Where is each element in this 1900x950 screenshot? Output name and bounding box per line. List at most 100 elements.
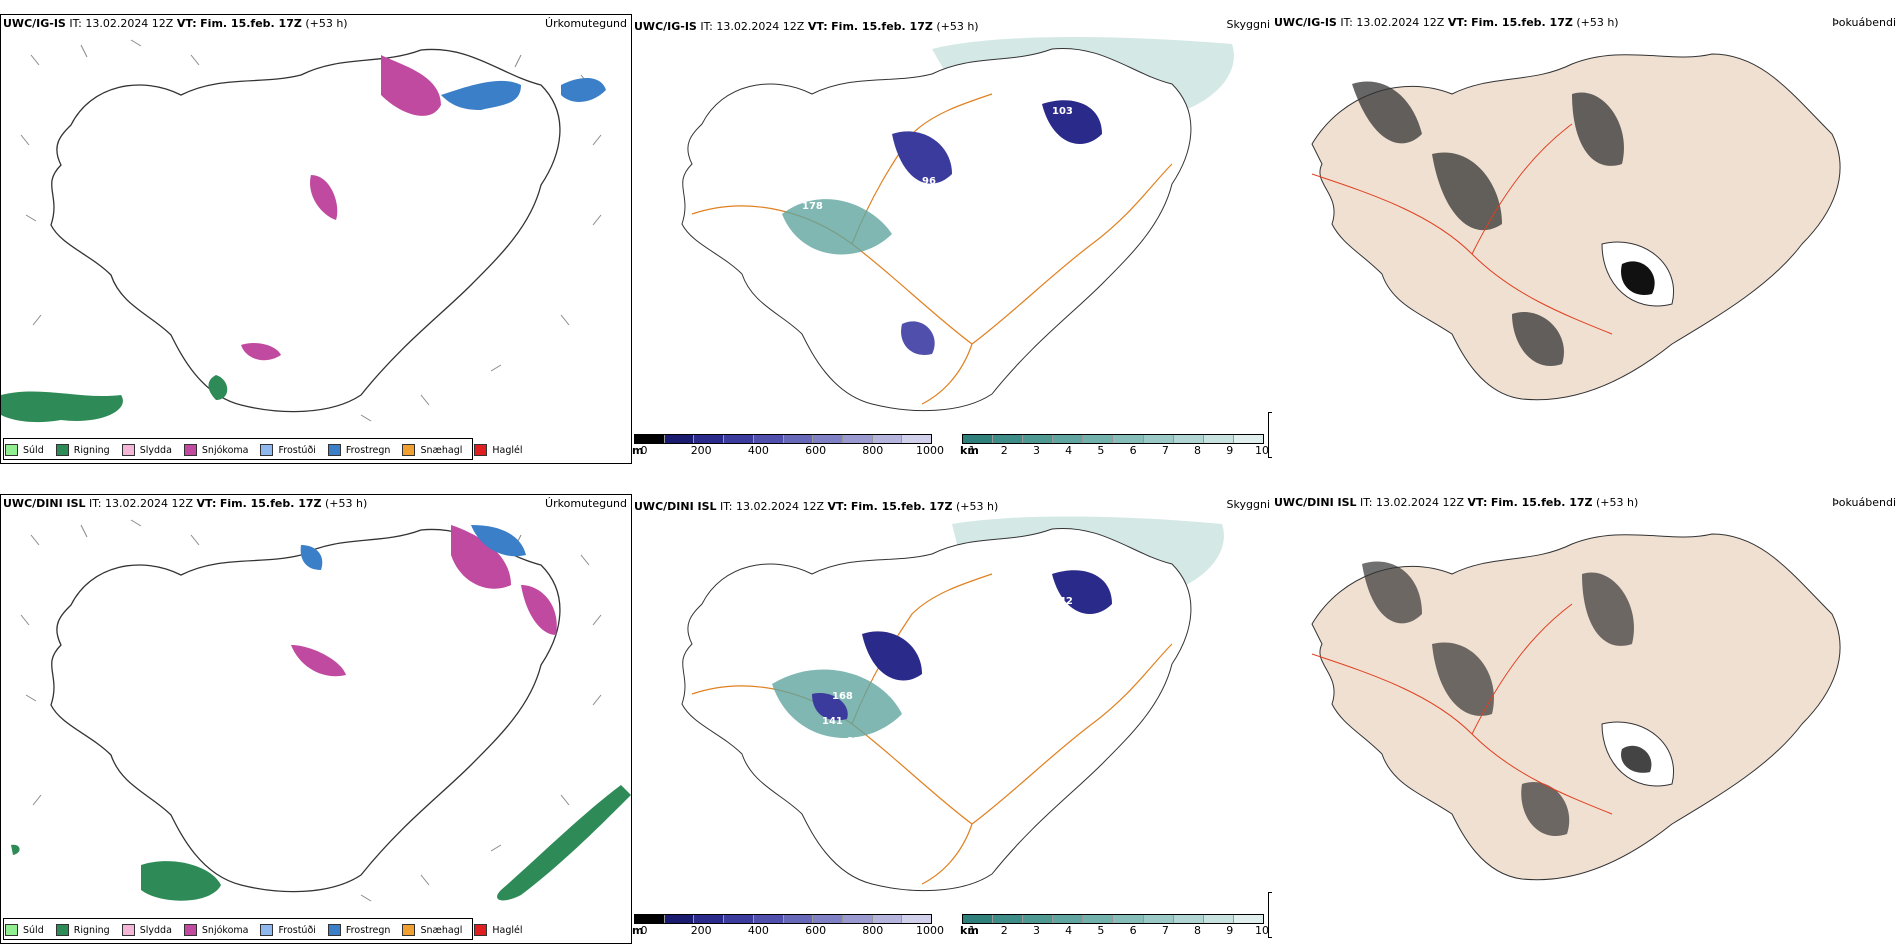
cloud-base-label: 109 (772, 571, 793, 582)
precip-legend-top: Súld Rigning Slydda Snjókoma Frostúði Frostre… (5, 444, 535, 456)
precip-title-top: Úrkomutegund (545, 17, 627, 30)
cloud-base-label: 142 (1052, 596, 1073, 607)
legend-label: Súld (23, 924, 44, 936)
colorbar-segment (724, 915, 754, 923)
precip-panel-bottom: UWC/DINI ISL IT: 13.02.2024 12Z VT: Fim.… (0, 494, 632, 944)
wind-barbs-bottom (20, 519, 602, 902)
cloud-base-label: 150 (847, 736, 868, 747)
precip-legend-item: Súld (5, 924, 44, 936)
cloud-title-bottom: Skyggni (1226, 498, 1270, 511)
fog-title-bottom: Þokuábendi (1832, 496, 1896, 509)
colorbar-segment (872, 435, 903, 443)
legend-swatch (55, 924, 69, 936)
cloud-panel-bottom: 109 315 142 99 168 141 150 73 111 Skyggni m 0 200 4… (632, 494, 1326, 944)
colorbar-tick-label: 7 (1161, 444, 1169, 457)
precip-legend-item: Snæhagl (402, 924, 462, 936)
colorbar-tick-label: 5 (1097, 444, 1105, 457)
colorbar-segment (1143, 915, 1174, 923)
legend-label: Snæhagl (420, 924, 463, 936)
visibility-colorbar-bottom (962, 914, 1264, 924)
legend-label: Frostregn (345, 924, 391, 936)
colorbar-tick-label: 2 (1000, 924, 1008, 937)
row1-precip-header: UWC/DINI ISL IT: 13.02.2024 12Z VT: Fim.… (3, 497, 368, 510)
row0-precip-header: UWC/IG-IS IT: 13.02.2024 12Z VT: Fim. 15… (3, 17, 348, 30)
colorbar-segment (753, 435, 784, 443)
precip-legend-item: Frostregn (327, 924, 391, 936)
colorbar-tick-label: 5 (1097, 924, 1105, 937)
colorbar-segment (902, 435, 932, 443)
colorbar-segment (993, 435, 1024, 443)
colorbar-tick-label: 7 (1161, 924, 1169, 937)
fog-dark-areas-bottom (1362, 561, 1634, 836)
cloud-base-label: 240 (1102, 81, 1123, 92)
fog-dark-areas-top (1352, 81, 1624, 366)
cloud-base-label: 131 (782, 91, 803, 102)
colorbar-segment (872, 915, 903, 923)
colorbar-tick-label: 6 (1129, 924, 1137, 937)
colorbar-tick-label: 600 (805, 444, 827, 457)
row1-fog-header: UWC/DINI ISL IT: 13.02.2024 12Z VT: Fim.… (1274, 496, 1639, 509)
cloud-labels-bottom: 109 315 142 99 168 141 150 73 111 (772, 571, 1133, 747)
colorbar-tick-label: 3 (1032, 444, 1040, 457)
cloud-map-top: 240 115 103 96 273 178 131 283 (681, 37, 1234, 412)
legend-swatch (474, 444, 488, 456)
colorbar-tick-label: 9 (1226, 444, 1234, 457)
fog-title-top: Þokuábendi (1832, 16, 1896, 29)
cloud-labels-top: 240 115 103 96 273 178 131 283 (782, 81, 1153, 212)
cloud-panel-top: 240 115 103 96 273 178 131 283 Skyggni m 0 200 400… (632, 14, 1326, 464)
legend-swatch (327, 924, 341, 936)
colorbar-segment (1173, 435, 1204, 443)
legend-swatch (55, 444, 69, 456)
legend-swatch (183, 924, 197, 936)
precip-legend-item: Slydda (121, 924, 172, 936)
precip-legend-item: Frostúði (260, 924, 316, 936)
colorbar-segment (963, 915, 994, 923)
precip-legend-item: Rigning (55, 924, 110, 936)
colorbar-segment (635, 915, 665, 923)
iceland-outline-top (50, 48, 561, 413)
colorbar-tick-label: 1 (968, 924, 976, 937)
legend-label: Snæhagl (420, 444, 463, 456)
colorbar-segment (1203, 435, 1234, 443)
colorbar-tick-label: 400 (747, 444, 769, 457)
precip-legend-item: Haglél (474, 444, 523, 456)
cloud-title-top: Skyggni (1226, 18, 1270, 31)
legend-swatch (260, 924, 274, 936)
legend-label: Haglél (492, 924, 523, 936)
fog-panel-top: UWC/IG-IS IT: 13.02.2024 12Z VT: Fim. 15… (1272, 14, 1900, 464)
precip-legend-item: Haglél (474, 924, 523, 936)
precip-legend-item: Snjókoma (183, 924, 249, 936)
cloud-base-label: 283 (962, 151, 983, 162)
colorbar-tick-label: 10 (1255, 444, 1269, 457)
legend-label: Frostúði (278, 924, 316, 936)
colorbar-segment (664, 915, 695, 923)
cloud-base-label: 315 (1112, 571, 1133, 582)
cloud-base-label: 115 (1132, 96, 1153, 107)
colorbar-segment (1023, 435, 1054, 443)
fog-map-top (1311, 53, 1841, 401)
legend-swatch (260, 444, 274, 456)
colorbar-tick-label: 200 (690, 924, 712, 937)
colorbar-tick-label: 800 (862, 444, 884, 457)
cloud-base-label: 273 (897, 196, 918, 207)
iceland-outline-bottom (50, 528, 561, 893)
ceiling-colorbar-top (634, 434, 932, 444)
colorbar-segment (635, 435, 665, 443)
legend-swatch (402, 444, 416, 456)
colorbar-tick-label: 8 (1194, 444, 1202, 457)
colorbar-tick-label: 1000 (916, 444, 944, 457)
precip-panel-top: UWC/IG-IS IT: 13.02.2024 12Z VT: Fim. 15… (0, 14, 632, 464)
precip-legend-item: Slydda (121, 444, 172, 456)
colorbar-tick-label: 1000 (916, 924, 944, 937)
legend-label: Frostregn (345, 444, 391, 456)
colorbar-tick-label: 8 (1194, 924, 1202, 937)
legend-label: Haglél (492, 444, 523, 456)
legend-label: Snjókoma (201, 924, 249, 936)
cloud-base-label: 73 (932, 736, 946, 747)
legend-label: Slydda (139, 924, 172, 936)
precip-legend-item: Snjókoma (183, 444, 248, 456)
colorbar-tick-label: 600 (805, 924, 827, 937)
colorbar-segment (1113, 915, 1144, 923)
colorbar-segment (993, 915, 1024, 923)
iceland-fog-bottom (1311, 533, 1841, 881)
